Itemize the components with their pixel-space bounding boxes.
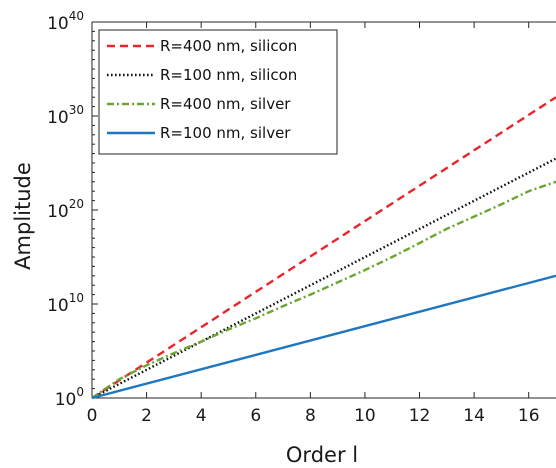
y-tick-label: 1020: [47, 197, 84, 222]
series-line: [91, 96, 556, 400]
legend-label: R=100 nm, silicon: [160, 66, 297, 84]
x-tick-label: 2: [141, 406, 152, 426]
axes-layer: 0 2 4 6 8 10 12 14 16 100 1010 1020 1030 1040: [47, 9, 556, 426]
x-tick-label: 10: [354, 406, 376, 426]
y-tick-label: 1010: [47, 291, 84, 316]
series-line: [91, 157, 556, 400]
legend-label: R=400 nm, silver: [160, 95, 291, 113]
x-tick-label: 8: [305, 406, 316, 426]
series-line: [91, 180, 556, 399]
legend-label: R=100 nm, silver: [160, 124, 291, 142]
y-axis-label: Amplitude: [11, 162, 35, 270]
x-tick-label: 12: [409, 406, 431, 426]
x-tick-label: 4: [196, 406, 207, 426]
legend: R=400 nm, silicon R=100 nm, silicon R=400 …: [98, 29, 338, 155]
x-axis-label: Order l: [286, 443, 358, 467]
legend-label: R=400 nm, silicon: [160, 37, 297, 55]
x-tick-label: 0: [87, 406, 98, 426]
series-layer: [91, 96, 556, 400]
x-tick-label: 14: [463, 406, 485, 426]
y-tick-label: 1040: [47, 9, 84, 34]
y-tick-label: 100: [55, 385, 84, 410]
x-tick-label: 16: [518, 406, 540, 426]
x-tick-label: 6: [250, 406, 261, 426]
y-tick-label: 1030: [47, 103, 84, 128]
series-line: [91, 274, 556, 400]
